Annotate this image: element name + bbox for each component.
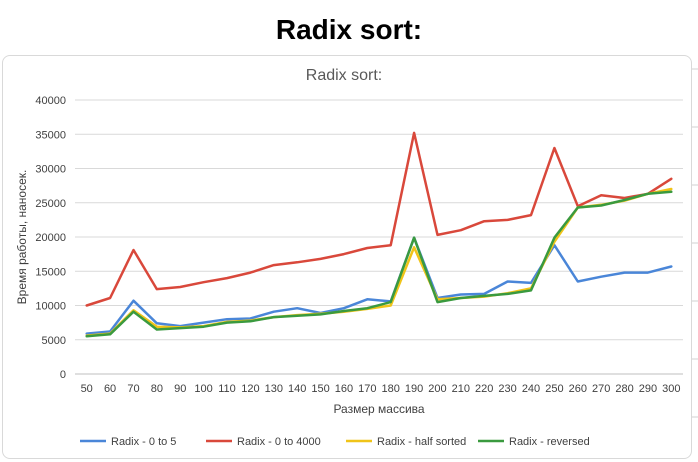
x-tick-label: 50 xyxy=(81,383,93,395)
series-line xyxy=(85,131,673,307)
x-tick-label: 60 xyxy=(104,383,116,395)
x-tick-label: 290 xyxy=(639,383,657,395)
legend-item: Radix - reversed xyxy=(478,436,590,448)
y-tick-label: 20000 xyxy=(35,232,66,244)
y-tick-label: 40000 xyxy=(35,95,66,107)
legend: Radix - 0 to 5 Radix - 0 to 4000 Radix - h… xyxy=(80,436,590,448)
y-tick-label: 0 xyxy=(60,369,66,381)
series-lines xyxy=(85,131,673,338)
legend-item: Radix - half sorted xyxy=(346,436,466,448)
x-tick-label: 190 xyxy=(405,383,423,395)
x-tick-label: 280 xyxy=(615,383,633,395)
legend-label: Radix - half sorted xyxy=(377,436,466,448)
grid-lines xyxy=(75,99,683,375)
x-tick-label: 130 xyxy=(265,383,283,395)
x-tick-label: 300 xyxy=(662,383,680,395)
right-edge-ticks xyxy=(692,68,698,418)
y-tick-label: 15000 xyxy=(35,266,66,278)
x-tick-label: 100 xyxy=(194,383,212,395)
y-axis-label: Время работы, наносек. xyxy=(15,170,29,305)
x-tick-label: 160 xyxy=(335,383,353,395)
x-tick-label: 140 xyxy=(288,383,306,395)
page-title: Radix sort: xyxy=(275,14,423,45)
legend-label: Radix - reversed xyxy=(509,436,590,448)
x-tick-label: 230 xyxy=(498,383,516,395)
x-tick-label: 250 xyxy=(545,383,563,395)
x-tick-label: 110 xyxy=(218,383,236,395)
x-tick-label: 270 xyxy=(592,383,610,395)
y-tick-label: 30000 xyxy=(35,164,66,176)
x-tick-label: 90 xyxy=(174,383,186,395)
y-tick-label: 5000 xyxy=(42,335,66,347)
x-tick-label: 200 xyxy=(428,383,446,395)
x-tick-label: 220 xyxy=(475,383,493,395)
x-tick-label: 80 xyxy=(151,383,163,395)
legend-item: Radix - 0 to 4000 xyxy=(206,436,321,448)
legend-item: Radix - 0 to 5 xyxy=(80,436,176,448)
x-axis-label: Размер массива xyxy=(333,402,424,416)
chart-title: Radix sort: xyxy=(306,67,382,84)
chart-frame xyxy=(2,55,692,459)
series-line xyxy=(85,187,673,337)
y-tick-label: 10000 xyxy=(35,301,66,313)
x-tick-label: 70 xyxy=(127,383,139,395)
x-tick-label: 180 xyxy=(382,383,400,395)
x-tick-label: 150 xyxy=(311,383,329,395)
series-line xyxy=(85,190,673,338)
x-axis-ticks: 50 60 70 80 90 100 110 120 130 140 150 160 170 180 190… xyxy=(81,383,681,395)
y-tick-label: 25000 xyxy=(35,198,66,210)
y-axis-ticks: 0 5000 10000 15000 20000 25000 30000 35000 40000 xyxy=(35,95,66,381)
x-tick-label: 120 xyxy=(241,383,259,395)
legend-label: Radix - 0 to 4000 xyxy=(237,436,321,448)
x-tick-label: 260 xyxy=(569,383,587,395)
series-line xyxy=(85,236,673,335)
x-tick-label: 240 xyxy=(522,383,540,395)
y-tick-label: 35000 xyxy=(35,129,66,141)
x-tick-label: 170 xyxy=(358,383,376,395)
x-tick-label: 210 xyxy=(452,383,470,395)
legend-label: Radix - 0 to 5 xyxy=(111,436,176,448)
